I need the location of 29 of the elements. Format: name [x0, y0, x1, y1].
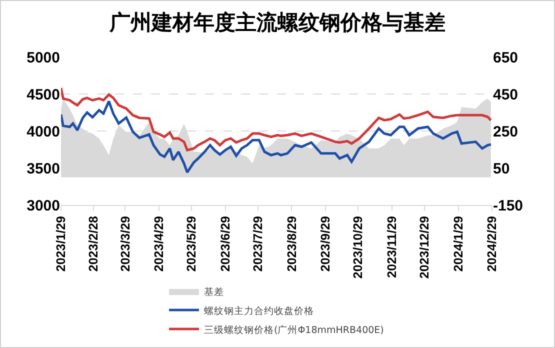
x-tick-label: 2024/1/29 — [451, 216, 466, 272]
y-tick-label: 3500 — [26, 160, 60, 178]
y-tick-label: 4000 — [26, 123, 60, 140]
x-tick-label: 2023/2/28 — [86, 216, 101, 272]
x-tick-label: 2023/7/29 — [251, 216, 266, 272]
legend-label: 基差 — [204, 286, 224, 298]
chart-title: 广州建材年度主流螺纹钢价格与基差 — [108, 10, 446, 35]
legend-label: 螺纹钢主力合约收盘价格 — [204, 304, 314, 317]
x-tick-label: 2023/1/29 — [54, 216, 68, 272]
x-tick-label: 2023/6/29 — [218, 216, 232, 272]
x-tick-label: 2023/4/29 — [152, 216, 166, 272]
x-tick-label: 2023/9/29 — [318, 216, 333, 272]
x-tick-label: 2023/8/29 — [284, 216, 299, 272]
y2-tick-label: 50 — [493, 160, 510, 178]
y2-tick-label: 450 — [493, 86, 518, 104]
x-tick-label: 2023/11/29 — [384, 216, 399, 278]
y-tick-label: 4500 — [26, 86, 60, 104]
y-tick-label: 3000 — [26, 197, 60, 214]
y2-tick-label: -150 — [493, 197, 524, 214]
x-tick-label: 2024/2/29 — [485, 216, 500, 272]
x-tick-label: 2023/12/29 — [418, 216, 432, 279]
x-tick-label: 2023/3/29 — [118, 216, 132, 272]
y2-tick-label: 650 — [493, 49, 518, 66]
x-tick-label: 2023/10/29 — [351, 216, 366, 279]
legend-label: 三级螺纹钢价格(广州Φ18mmHRB400E) — [204, 324, 384, 336]
x-tick-label: 2023/5/29 — [184, 216, 199, 272]
y2-tick-label: 250 — [493, 123, 518, 140]
line-series — [61, 86, 492, 152]
y-tick-label: 5000 — [26, 49, 60, 66]
